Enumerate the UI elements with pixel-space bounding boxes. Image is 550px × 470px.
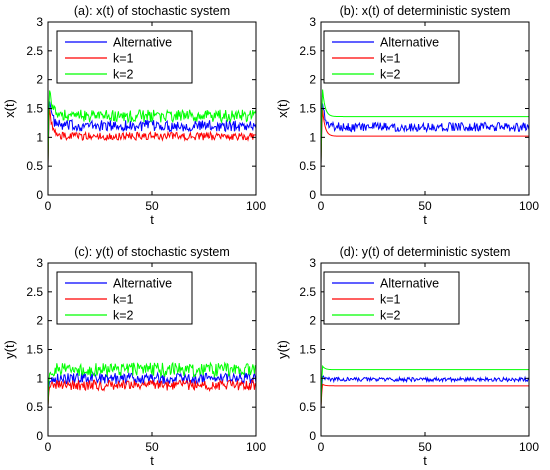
x-tick-label: 0 [318,440,325,454]
y-tick-label: 2.5 [26,44,43,58]
x-tick-label: 50 [418,440,432,454]
series-line-alternative [48,371,256,408]
y-tick-label: 2.5 [26,285,43,299]
legend-label: Alternative [113,36,172,50]
y-tick-label: 2 [36,314,43,328]
y-axis-label: y(t) [2,340,17,359]
y-tick-label: 0.5 [299,159,316,173]
y-tick-label: 1 [309,130,316,144]
series-line-k-2 [321,364,529,408]
chart-panel-1: (a): x(t) of stochastic system 0 0.5 1 1.5 2 2… [2,4,266,227]
legend: Alternative k=1 k=2 [323,30,460,84]
x-tick-label: 100 [246,199,266,213]
y-tick-label: 3 [36,15,43,29]
y-tick-label: 2 [309,73,316,87]
legend-label: Alternative [380,36,439,50]
series-line-k-2 [321,89,529,167]
y-tick-label: 0.5 [26,159,43,173]
x-tick-label: 50 [145,199,159,213]
y-tick-label: 3 [36,256,43,270]
x-axis-label: t [150,212,154,227]
chart-panel-2: (b): x(t) of deterministic system 0 0.5 1 1.… [275,4,539,227]
y-tick-label: 3 [309,256,316,270]
legend-label: k=2 [113,68,134,82]
legend-label: k=1 [113,52,134,66]
y-tick-label: 1.5 [26,343,43,357]
y-tick-label: 0 [309,429,316,443]
y-tick-label: 1.5 [299,343,316,357]
y-tick-label: 1.5 [299,102,316,116]
y-axis-label: x(t) [2,99,17,118]
chart-title: (c): y(t) of stochastic system [74,245,230,259]
y-axis-label: x(t) [275,99,290,118]
y-tick-label: 2 [36,73,43,87]
y-tick-label: 0 [309,188,316,202]
chart-title: (d): y(t) of deterministic system [340,245,511,259]
y-tick-label: 0 [36,188,43,202]
series-line-k-1 [48,379,256,408]
series-line-k-2 [48,361,256,408]
legend-label: k=2 [380,68,401,82]
legend-label: Alternative [380,277,439,291]
x-tick-label: 0 [45,440,52,454]
series-line-alternative [321,375,529,408]
series-line-k-2 [48,90,256,167]
series-line-alternative [321,103,529,167]
y-tick-label: 0.5 [26,400,43,414]
legend-label: k=1 [113,293,134,307]
x-tick-label: 0 [45,199,52,213]
legend: Alternative k=1 k=2 [56,271,193,325]
legend: Alternative k=1 k=2 [56,30,193,84]
y-tick-label: 1 [36,371,43,385]
y-axis-label: y(t) [275,340,290,359]
y-tick-label: 1.5 [26,102,43,116]
series-line-k-1 [321,109,529,167]
legend-label: k=1 [380,52,401,66]
legend-label: k=1 [380,293,401,307]
x-tick-label: 100 [519,199,539,213]
y-tick-label: 3 [309,15,316,29]
y-tick-label: 2.5 [299,44,316,58]
x-tick-label: 100 [519,440,539,454]
y-tick-label: 1 [36,130,43,144]
x-tick-label: 0 [318,199,325,213]
legend-label: k=2 [113,309,134,323]
x-axis-label: t [150,453,154,468]
y-tick-label: 2 [309,314,316,328]
y-tick-label: 2.5 [299,285,316,299]
series-line-k-1 [321,383,529,408]
legend-label: Alternative [113,277,172,291]
legend-label: k=2 [380,309,401,323]
chart-title: (b): x(t) of deterministic system [340,4,511,18]
x-axis-label: t [423,212,427,227]
x-tick-label: 50 [418,199,432,213]
x-tick-label: 100 [246,440,266,454]
y-tick-label: 1 [309,371,316,385]
x-axis-label: t [423,453,427,468]
chart-title: (a): x(t) of stochastic system [74,4,230,18]
y-tick-label: 0 [36,429,43,443]
x-tick-label: 50 [145,440,159,454]
y-tick-label: 0.5 [299,400,316,414]
chart-panel-4: (d): y(t) of deterministic system 0 0.5 1 1.… [275,245,539,468]
series-line-k-1 [48,109,256,167]
legend: Alternative k=1 k=2 [323,271,460,325]
chart-panel-3: (c): y(t) of stochastic system 0 0.5 1 1.5 2 2… [2,245,266,468]
